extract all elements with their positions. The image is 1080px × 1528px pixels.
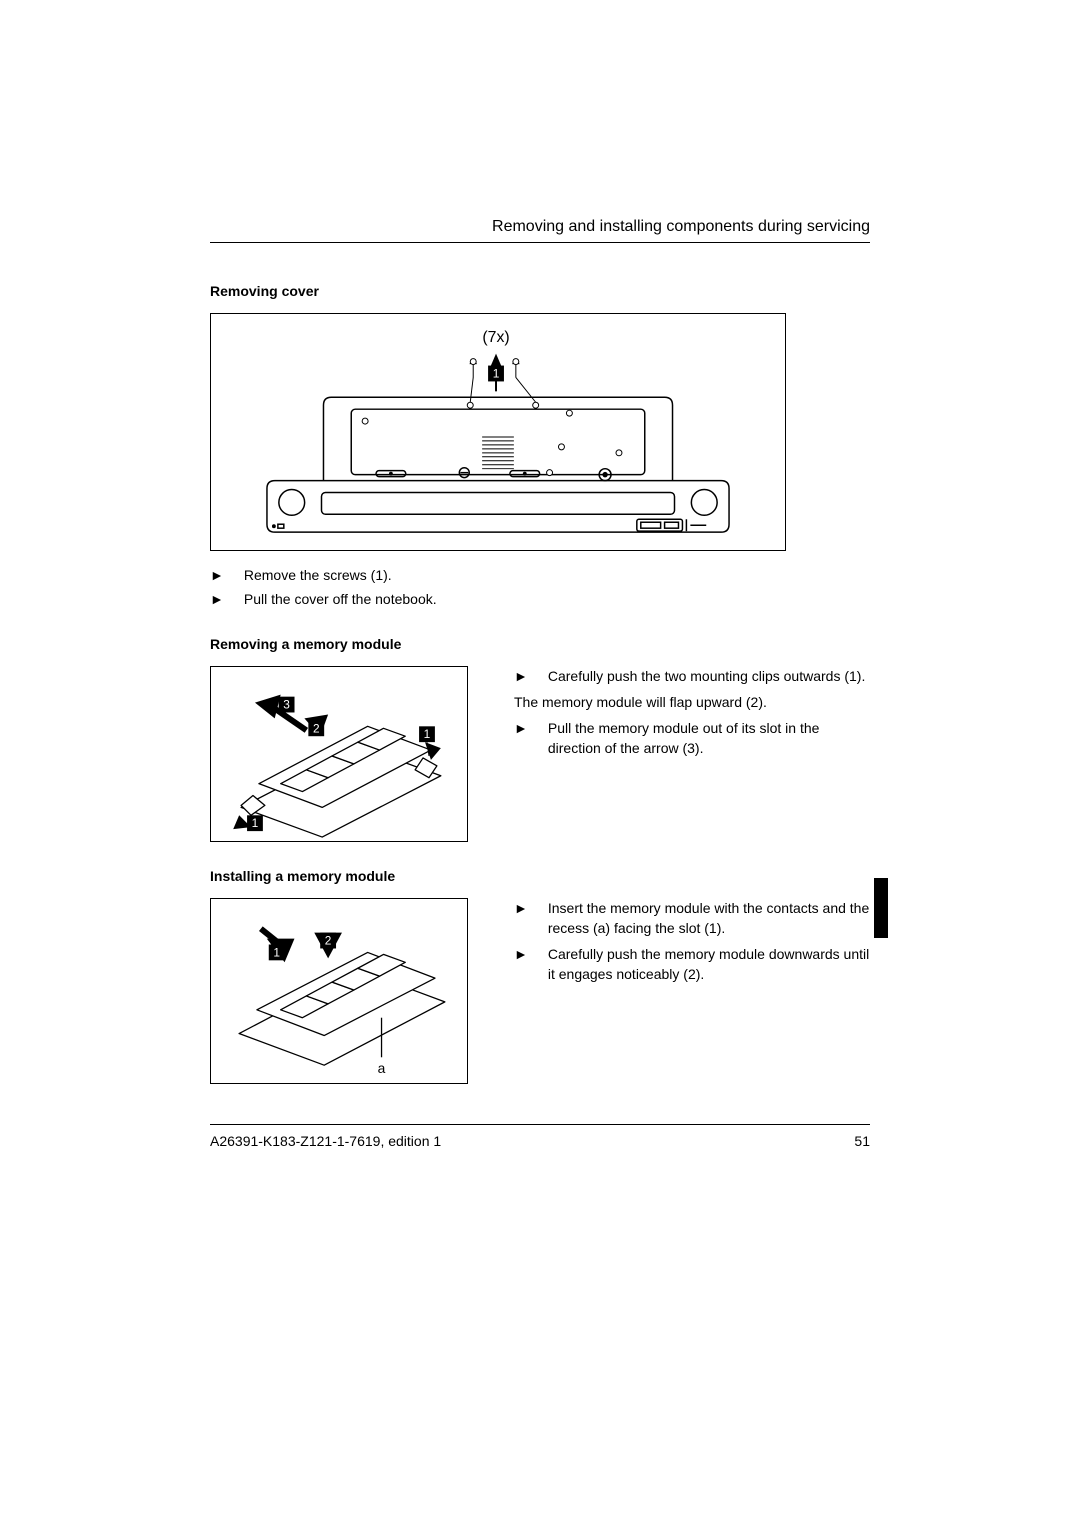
svg-text:1: 1	[424, 727, 431, 741]
row-installing-module: 1 2 a ► Insert the memory module with th…	[210, 898, 870, 1084]
svg-text:3: 3	[283, 697, 290, 711]
step-marker-icon: ►	[514, 718, 528, 738]
section-title-removing-cover: Removing cover	[210, 283, 870, 299]
footer-doc-id: A26391-K183-Z121-1-7619, edition 1	[210, 1133, 441, 1149]
callout-1: 1	[493, 366, 500, 380]
step-text: Pull the cover off the notebook.	[244, 589, 870, 609]
step-marker-icon: ►	[210, 565, 224, 585]
step-text: Remove the screws (1).	[244, 565, 870, 585]
step-marker-icon: ►	[210, 589, 224, 609]
step-marker-icon: ►	[514, 898, 528, 918]
svg-text:1: 1	[273, 945, 280, 959]
page-content: Removing and installing components durin…	[210, 218, 870, 1084]
step-text: Insert the memory module with the contac…	[548, 898, 870, 939]
step-marker-icon: ►	[514, 666, 528, 686]
section-title-installing-module: Installing a memory module	[210, 868, 870, 884]
footer-page-number: 51	[854, 1133, 870, 1149]
svg-text:1: 1	[252, 816, 259, 830]
step-marker-icon: ►	[514, 944, 528, 964]
page-footer: A26391-K183-Z121-1-7619, edition 1 51	[210, 1124, 870, 1149]
step-item: ► Carefully push the memory module downw…	[514, 944, 870, 985]
diagram-removing-module: 3 2 1 1	[210, 666, 468, 842]
step-text: Carefully push the two mounting clips ou…	[548, 666, 870, 686]
row-removing-module: 3 2 1 1	[210, 666, 870, 842]
step-text: Carefully push the memory module downwar…	[548, 944, 870, 985]
label-a: a	[378, 1060, 386, 1076]
step-text: Pull the memory module out of its slot i…	[548, 718, 870, 759]
page-header: Removing and installing components durin…	[210, 218, 870, 243]
svg-text:2: 2	[325, 933, 332, 947]
step-item: ► Pull the cover off the notebook.	[210, 589, 870, 609]
steps-removing-cover: ► Remove the screws (1). ► Pull the cove…	[210, 565, 870, 610]
step-item: ► Insert the memory module with the cont…	[514, 898, 870, 939]
svg-text:2: 2	[313, 721, 320, 735]
thumb-index-tab	[874, 878, 888, 938]
section-title-removing-module: Removing a memory module	[210, 636, 870, 652]
label-7x: (7x)	[482, 329, 509, 346]
step-item: ► Pull the memory module out of its slot…	[514, 718, 870, 759]
diagram-removing-cover: 1 (7x)	[210, 313, 786, 551]
step-item: ► Remove the screws (1).	[210, 565, 870, 585]
step-item: ► Carefully push the two mounting clips …	[514, 666, 870, 686]
plain-text: The memory module will flap upward (2).	[514, 692, 870, 712]
diagram-installing-module: 1 2 a	[210, 898, 468, 1084]
